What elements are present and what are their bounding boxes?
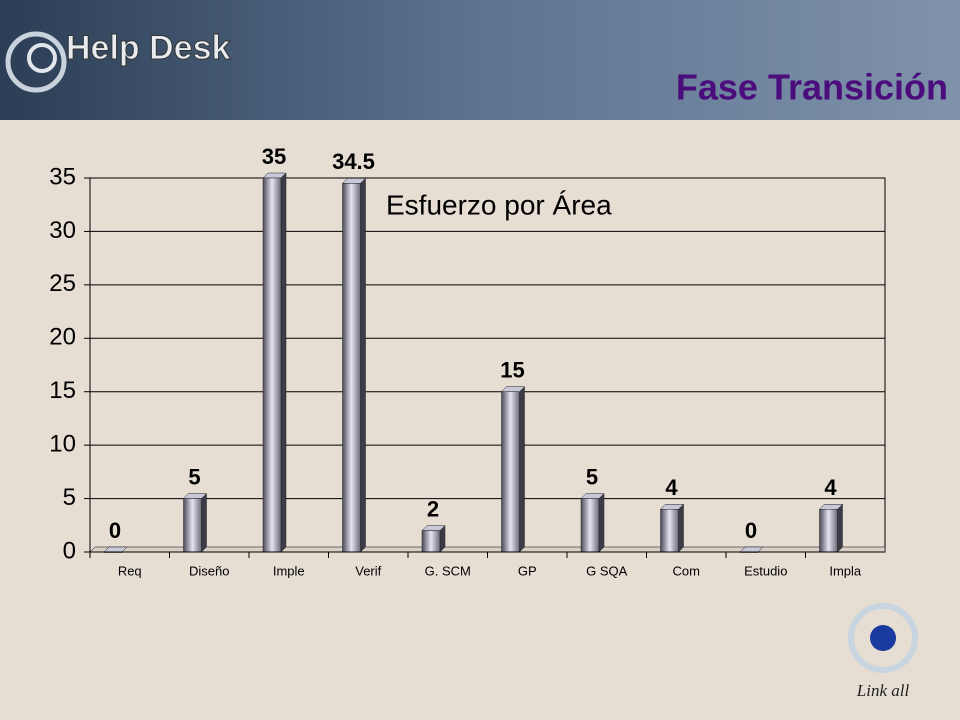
help-desk-logo: Help Desk [5,28,231,93]
data-label: 5 [586,464,598,489]
bar-front [183,498,202,553]
bar-front [660,509,679,553]
bar-side [678,503,684,553]
y-tick-label: 20 [49,324,76,351]
x-tick-label: Estudio [744,563,787,578]
bar [818,503,844,553]
y-tick-label: 30 [49,217,76,244]
data-label: 15 [500,358,524,383]
bar-front [819,509,838,553]
y-tick-label: 0 [63,537,76,564]
link-all-logo: Link all [848,603,918,700]
bar [262,172,287,553]
bar-side [519,386,525,553]
bar-front [421,530,441,553]
logo-swirl-inner [27,43,57,73]
bar-side [201,492,207,553]
bar-front [342,183,361,553]
data-label: 4 [824,475,837,500]
y-tick-label: 5 [63,484,76,511]
bar [182,492,208,553]
floor [89,546,886,553]
bar [421,525,446,553]
bar [500,386,526,553]
bar-side [598,492,605,553]
x-tick-label: Req [118,563,142,578]
bar [659,503,685,553]
bar [341,177,367,553]
bar-side [837,503,843,553]
data-label: 4 [665,475,678,500]
slide-title: Fase Transición [676,67,948,108]
bar [580,492,605,553]
x-tick-label: Verif [355,563,381,578]
data-label: 2 [427,496,439,521]
chart-title: Esfuerzo por Área [386,189,612,220]
bar-side [280,172,287,553]
bar-front [501,391,520,553]
logo-text: Help Desk [66,29,230,67]
data-label: 34.5 [332,149,375,174]
data-label: 0 [109,518,121,543]
header-bar [0,0,960,120]
bar-front [262,177,282,553]
x-tick-label: GP [518,563,537,578]
bar-side [360,177,366,553]
data-label: 5 [188,464,200,489]
y-tick-label: 10 [49,430,76,457]
x-tick-label: Imple [273,563,305,578]
logo-eu [870,625,896,651]
x-tick-label: G SQA [586,563,628,578]
x-tick-label: Com [673,563,700,578]
logo-ring [848,603,918,673]
logo-text: Link all [856,681,910,700]
bar-front [580,498,600,553]
logo-swirl [5,31,67,93]
x-tick-label: Impla [829,563,862,578]
x-tick-label: Diseño [189,563,229,578]
data-label: 35 [262,144,286,169]
x-tick-label: G. SCM [425,563,471,578]
data-label: 0 [745,518,757,543]
y-tick-label: 15 [49,377,76,404]
y-tick-label: 35 [49,163,76,190]
y-tick-label: 25 [49,270,76,297]
